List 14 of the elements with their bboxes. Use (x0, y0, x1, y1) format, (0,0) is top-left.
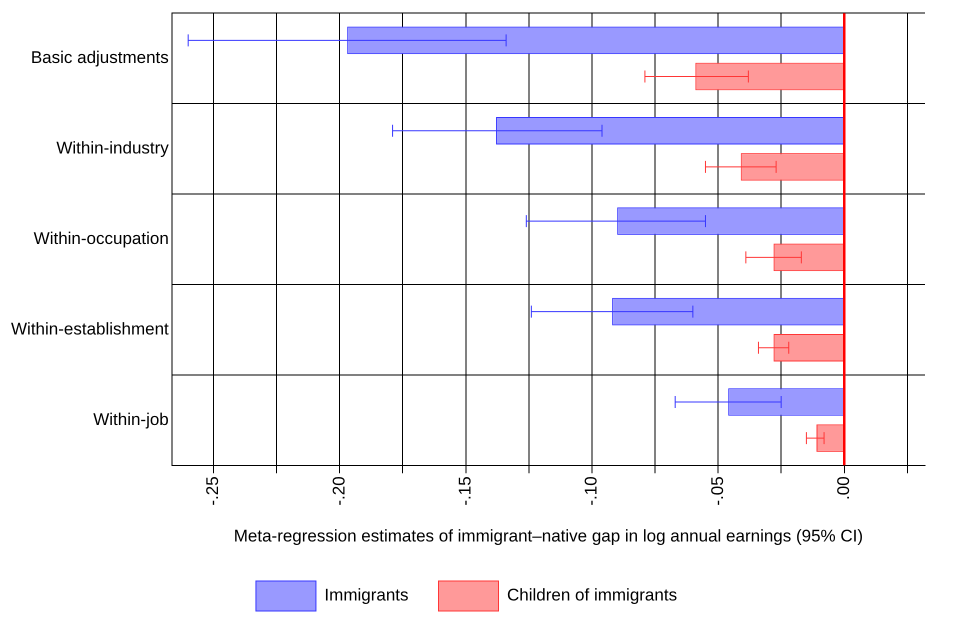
y-tick-label: Within-occupation (34, 228, 169, 248)
x-tick-label: -.25 (203, 476, 222, 506)
y-tick-label: Within-establishment (11, 319, 170, 338)
x-tick-label: -.20 (329, 476, 348, 506)
x-tick-label: -.15 (455, 476, 474, 506)
y-tick-label: Within-industry (56, 138, 170, 158)
x-tick-label: -.10 (582, 476, 601, 506)
y-tick-label: Basic adjustments (30, 48, 169, 68)
x-tick-label: .00 (834, 476, 853, 500)
legend-label: Children of immigrants (507, 586, 678, 605)
x-tick-label: -.05 (708, 476, 727, 506)
legend-label: Immigrants (324, 586, 409, 605)
y-tick-label: Within-job (93, 410, 169, 429)
x-axis-title: Meta-regression estimates of immigrant–native gap in log annual earnings (95% CI) (234, 526, 864, 546)
